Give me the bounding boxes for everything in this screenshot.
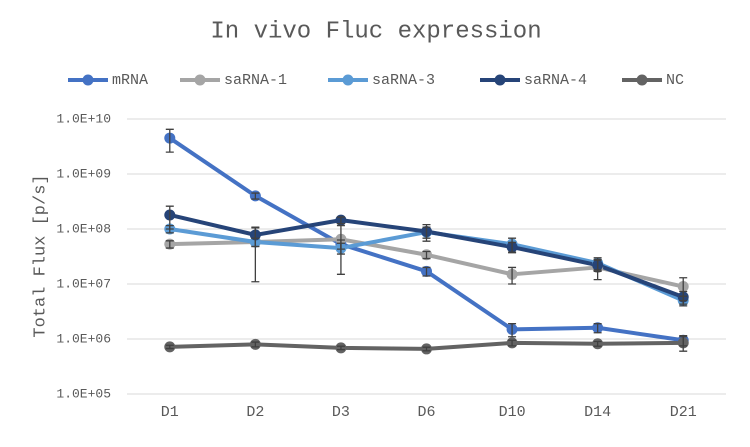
- y-axis-label: Total Flux [p/s]: [31, 174, 50, 337]
- x-tick-label: D3: [332, 404, 350, 421]
- error-bar: [165, 240, 174, 249]
- error-bar: [165, 128, 174, 153]
- x-tick-label: D14: [584, 404, 611, 421]
- error-bar: [679, 290, 688, 305]
- chart-title: In vivo Fluc expression: [210, 18, 541, 45]
- x-tick-label: D2: [246, 404, 264, 421]
- legend-label: saRNA-4: [524, 72, 587, 89]
- y-tick-label: 1.0E+09: [56, 166, 111, 181]
- error-bar: [336, 345, 345, 351]
- x-tick-label: D1: [161, 404, 179, 421]
- error-bar: [251, 341, 260, 348]
- error-bar: [593, 323, 602, 334]
- error-bar: [251, 192, 260, 200]
- error-bar: [336, 216, 345, 225]
- error-bar: [508, 323, 517, 338]
- legend-marker: [494, 74, 506, 86]
- y-tick-label: 1.0E+08: [56, 221, 111, 236]
- legend-label: saRNA-1: [224, 72, 287, 89]
- error-bar: [422, 223, 431, 242]
- error-bar: [508, 241, 517, 254]
- error-bar: [679, 336, 688, 352]
- x-tick-label: D21: [670, 404, 697, 421]
- error-bar: [165, 205, 174, 230]
- error-bar: [593, 259, 602, 272]
- x-tick-label: D6: [417, 404, 435, 421]
- series-line: [167, 237, 686, 289]
- error-bar: [508, 339, 517, 347]
- legend-label: saRNA-3: [372, 72, 435, 89]
- error-bar: [422, 346, 431, 352]
- legend-label: mRNA: [112, 72, 148, 89]
- error-bar: [165, 344, 174, 350]
- error-bar: [593, 340, 602, 347]
- y-tick-label: 1.0E+05: [56, 386, 111, 401]
- legend-marker: [194, 74, 206, 86]
- y-tick-label: 1.0E+07: [56, 276, 111, 291]
- legend-marker: [342, 74, 354, 86]
- error-bar: [336, 242, 345, 255]
- legend-label: NC: [666, 72, 684, 89]
- y-tick-label: 1.0E+10: [56, 111, 111, 126]
- error-bar: [422, 250, 431, 260]
- legend-marker: [82, 74, 94, 86]
- x-tick-label: D10: [499, 404, 526, 421]
- error-bar: [422, 266, 431, 277]
- error-bar: [508, 266, 517, 285]
- error-bar: [251, 226, 260, 248]
- y-tick-label: 1.0E+06: [56, 331, 111, 346]
- legend-marker: [636, 74, 648, 86]
